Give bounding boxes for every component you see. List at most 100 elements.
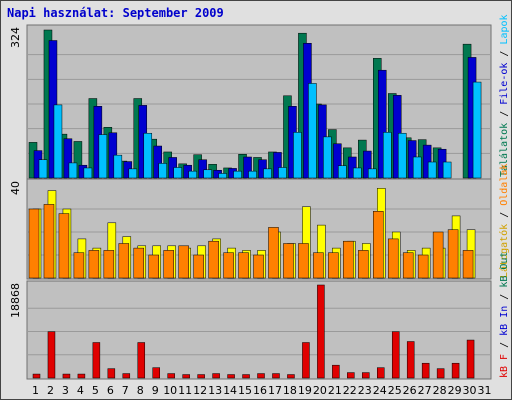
bar-hits-files-pages-Lapok-15: [248, 170, 257, 179]
bar-visits-sites-Oldalak-18: [283, 243, 294, 279]
x-tick-label-5: 5: [92, 384, 99, 397]
bar-hits-files-pages-Lapok-17: [278, 167, 287, 179]
x-tick-label-3: 3: [62, 384, 69, 397]
bar-kb-kB F-23: [362, 372, 370, 379]
bar-kb-kB F-28: [436, 368, 445, 379]
bar-hits-files-pages-Lapok-16: [263, 168, 272, 179]
legend-group-1: Látogatók / Oldalak: [498, 164, 510, 278]
bar-hits-files-pages-Lapok-26: [412, 156, 422, 179]
x-tick-label-28: 28: [433, 384, 447, 397]
bar-hits-files-pages-Lapok-27: [427, 161, 437, 179]
legend-item: kB F: [499, 354, 510, 378]
bar-kb-kB F-25: [391, 331, 400, 379]
bar-kb-kB F-15: [242, 374, 250, 379]
bar-kb-kB F-22: [347, 372, 355, 379]
x-tick-label-14: 14: [223, 384, 237, 397]
bar-visits-sites-Oldalak-4: [73, 252, 85, 279]
bar-visits-sites-Oldalak-27: [417, 254, 429, 279]
y-max-label-kb: 18868: [9, 283, 22, 318]
legend-item: Lapok: [499, 14, 510, 44]
bar-kb-kB F-2: [47, 331, 56, 379]
bar-kb-kB F-1: [32, 373, 41, 379]
bar-hits-files-pages-File-ok-3: [63, 138, 73, 179]
bar-kb-kB F-20: [317, 284, 325, 379]
bar-kb-kB F-7: [122, 373, 131, 379]
bar-kb-kB F-9: [152, 367, 160, 379]
bar-kb-kB F-29: [451, 362, 460, 379]
bar-visits-sites-Oldalak-8: [133, 247, 145, 279]
legend-separator: /: [499, 288, 510, 306]
bar-visits-sites-Oldalak-29: [447, 229, 459, 279]
bar-hits-files-pages-File-ok-24: [378, 69, 387, 179]
bar-hits-files-pages-Lapok-1: [38, 159, 48, 179]
bar-visits-sites-Oldalak-25: [387, 238, 399, 279]
bar-visits-sites-Oldalak-24: [373, 211, 384, 279]
bar-visits-sites-Oldalak-21: [328, 252, 339, 279]
bar-kb-kB F-6: [107, 368, 116, 379]
x-tick-label-4: 4: [77, 384, 84, 397]
bar-hits-files-pages-Lapok-10: [173, 167, 182, 179]
x-tick-label-2: 2: [47, 384, 54, 397]
bar-visits-sites-Oldalak-7: [118, 243, 130, 279]
x-tick-label-29: 29: [448, 384, 462, 397]
bar-visits-sites-Oldalak-2: [43, 204, 55, 279]
bar-visits-sites-Oldalak-30: [462, 250, 474, 279]
bar-hits-files-pages-Lapok-23: [368, 168, 377, 179]
bar-hits-files-pages-Lapok-13: [218, 173, 227, 179]
bar-hits-files-pages-Lapok-18: [293, 132, 302, 179]
bar-visits-sites-Oldalak-20: [313, 252, 324, 279]
bar-visits-sites-Oldalak-14: [223, 252, 234, 279]
x-tick-label-25: 25: [388, 384, 402, 397]
x-tick-label-9: 9: [152, 384, 159, 397]
bar-hits-files-pages-File-ok-21: [333, 143, 342, 179]
bar-hits-files-pages-Lapok-28: [442, 161, 452, 179]
legend-item: kB Out: [499, 252, 510, 288]
x-tick-label-26: 26: [403, 384, 417, 397]
x-tick-label-1: 1: [32, 384, 39, 397]
bar-hits-files-pages-Lapok-25: [397, 132, 407, 179]
bar-kb-kB F-26: [406, 341, 415, 379]
bar-visits-sites-Oldalak-12: [193, 254, 204, 279]
bar-kb-kB F-24: [377, 367, 385, 379]
bar-visits-sites-Oldalak-1: [28, 208, 40, 279]
x-tick-label-23: 23: [358, 384, 372, 397]
bar-visits-sites-Oldalak-9: [148, 254, 159, 279]
bar-hits-files-pages-File-ok-27: [422, 144, 432, 179]
bar-hits-files-pages-File-ok-23: [363, 150, 372, 179]
bar-hits-files-pages-Lapok-22: [353, 167, 362, 179]
legend-separator: /: [499, 45, 510, 63]
bar-visits-sites-Oldalak-6: [103, 250, 115, 279]
bar-hits-files-pages-Lapok-3: [68, 162, 78, 179]
bar-visits-sites-Oldalak-17: [268, 227, 279, 279]
legend-item: File-ok: [499, 63, 510, 105]
bar-visits-sites-Oldalak-23: [358, 250, 369, 279]
bar-hits-files-pages-File-ok-15: [243, 156, 252, 179]
x-tick-label-7: 7: [122, 384, 129, 397]
x-tick-label-11: 11: [178, 384, 192, 397]
bar-hits-files-pages-File-ok-22: [348, 156, 357, 179]
x-tick-label-27: 27: [418, 384, 432, 397]
bar-hits-files-pages-Lapok-2: [53, 104, 63, 179]
x-tick-label-21: 21: [328, 384, 342, 397]
x-tick-label-19: 19: [298, 384, 312, 397]
x-tick-label-15: 15: [238, 384, 252, 397]
bar-kb-kB F-14: [227, 374, 235, 379]
legend-item: Oldalak: [499, 164, 510, 206]
x-tick-label-24: 24: [373, 384, 387, 397]
bar-hits-files-pages-Lapok-5: [98, 134, 108, 179]
bar-visits-sites-Oldalak-26: [402, 252, 414, 279]
bar-kb-kB F-27: [421, 362, 430, 379]
bar-visits-sites-Oldalak-13: [208, 240, 219, 279]
bar-visits-sites-Oldalak-3: [58, 213, 70, 279]
bar-visits-sites-Oldalak-16: [253, 254, 264, 279]
bar-kb-kB F-21: [332, 364, 340, 379]
bar-visits-sites-Oldalak-15: [238, 252, 249, 279]
bar-hits-files-pages-Lapok-19: [308, 83, 317, 179]
bar-kb-kB F-13: [212, 373, 220, 379]
x-tick-label-6: 6: [107, 384, 114, 397]
bar-visits-sites-Oldalak-19: [298, 243, 309, 279]
y-max-label-hits-files-pages: 324: [9, 27, 22, 48]
bar-hits-files-pages-File-ok-17: [273, 152, 282, 179]
